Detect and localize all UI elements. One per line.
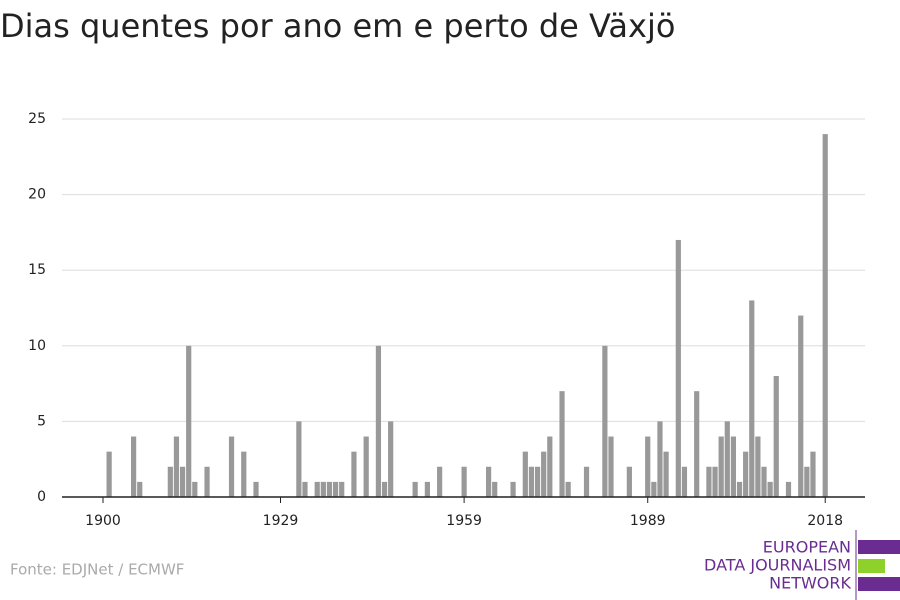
bar	[736, 481, 743, 497]
y-tick-label: 25	[28, 111, 46, 127]
bar	[192, 481, 198, 497]
bar	[712, 466, 718, 497]
bar	[798, 315, 804, 497]
bar	[743, 451, 749, 497]
bar	[749, 300, 755, 497]
bar	[314, 481, 320, 497]
x-tick-label: 1929	[263, 513, 299, 529]
logo-bar	[858, 540, 900, 554]
bar	[302, 481, 308, 497]
logo-text: NETWORK	[769, 574, 851, 593]
bar	[131, 436, 137, 497]
bar	[602, 345, 608, 497]
y-tick-label: 0	[37, 489, 46, 505]
bar	[565, 481, 571, 497]
y-tick-label: 5	[37, 413, 46, 429]
x-tick-label: 1900	[85, 513, 121, 529]
bar	[681, 466, 688, 497]
bar	[296, 421, 302, 497]
bar	[173, 436, 180, 497]
bar	[412, 481, 418, 497]
bar	[534, 466, 541, 497]
bar	[773, 376, 779, 497]
bar	[320, 481, 326, 497]
bar	[724, 421, 730, 497]
bar	[559, 391, 565, 497]
chart-title: Dias quentes por ano em e perto de Växjö	[0, 7, 675, 45]
bar	[547, 436, 553, 497]
bar	[106, 451, 112, 497]
bar	[461, 466, 467, 497]
bar	[253, 481, 259, 497]
bar	[186, 345, 192, 497]
logo-text: EUROPEAN	[763, 538, 851, 557]
bar	[492, 481, 498, 497]
bar	[626, 466, 632, 497]
logo-bar	[858, 577, 900, 591]
x-tick-label: 2018	[807, 513, 843, 529]
bar	[204, 466, 210, 497]
bar	[522, 451, 528, 497]
bar	[528, 466, 535, 497]
bar	[755, 436, 761, 497]
bar	[706, 466, 712, 497]
bar	[424, 481, 430, 497]
x-tick-label: 1989	[630, 513, 666, 529]
source: Fonte: EDJNet / ECMWF	[10, 561, 184, 579]
bar	[179, 466, 186, 497]
bar	[332, 481, 339, 497]
bar	[785, 481, 792, 497]
x-tick-label: 1959	[446, 513, 482, 529]
bar	[388, 421, 394, 497]
bar	[804, 466, 810, 497]
bar	[675, 239, 681, 497]
bar	[657, 421, 663, 497]
bar	[485, 466, 492, 497]
bar	[228, 436, 235, 497]
bar	[510, 481, 516, 497]
bar	[645, 436, 651, 497]
bar	[822, 134, 828, 497]
bar	[339, 481, 345, 497]
bar	[167, 466, 173, 497]
logo-text: DATA JOURNALISM	[704, 556, 851, 575]
bar	[326, 481, 333, 497]
bar	[761, 466, 767, 497]
bar	[363, 436, 369, 497]
logo: EUROPEAN DATA JOURNALISM NETWORK	[704, 530, 900, 600]
bar	[381, 481, 388, 497]
bar	[663, 451, 669, 497]
y-tick-label: 20	[28, 187, 46, 203]
bar	[583, 466, 590, 497]
y-tick-label: 15	[28, 262, 46, 278]
bar	[730, 436, 737, 497]
bar	[437, 466, 443, 497]
bar	[541, 451, 547, 497]
bar	[694, 391, 700, 497]
bar	[651, 481, 657, 497]
bar	[810, 451, 816, 497]
bar	[241, 451, 247, 497]
bar	[137, 481, 143, 497]
bar	[608, 436, 614, 497]
bar	[767, 481, 773, 497]
logo-bar	[858, 559, 885, 573]
bar	[351, 451, 357, 497]
bar	[718, 436, 724, 497]
y-tick-label: 10	[28, 338, 46, 354]
bar	[375, 345, 382, 497]
